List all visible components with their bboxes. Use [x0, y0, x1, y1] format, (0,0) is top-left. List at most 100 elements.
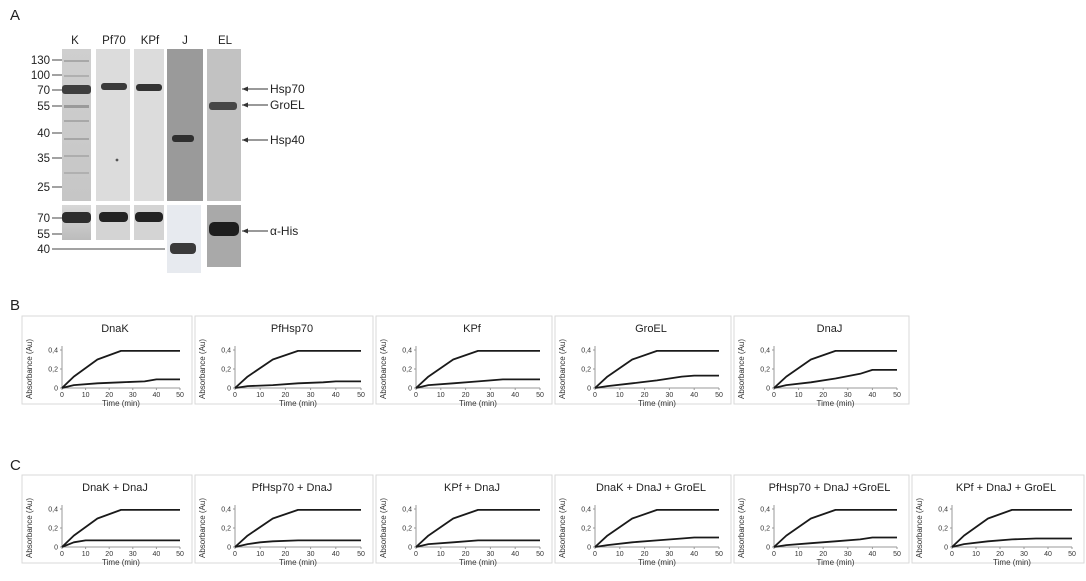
x-tick-label: 20	[641, 551, 649, 558]
x-axis-label: Time (min)	[817, 558, 855, 567]
chart-frame	[733, 315, 910, 405]
chart-2: PfHsp70 0 10 20 30 40 50 0 0,2 0,4 Time (min) Absor…	[194, 315, 374, 408]
blot-band	[135, 212, 163, 222]
x-tick-label: 30	[666, 551, 674, 558]
chart-frame	[194, 474, 374, 564]
y-tick-label: 0,2	[760, 526, 770, 533]
y-tick-label: 0	[944, 545, 948, 552]
series-line-1	[415, 508, 540, 548]
x-tick-label: 10	[616, 551, 624, 558]
mw-label-25: 25	[37, 182, 50, 194]
x-axis-label: Time (min)	[638, 558, 676, 567]
series-line-1	[61, 349, 180, 389]
y-tick-label: 0	[587, 386, 591, 393]
y-tick-label: 0,4	[221, 507, 231, 514]
series-line-2	[415, 378, 540, 389]
y-tick-label: 0	[54, 386, 58, 393]
mw-markers: 130 100 70 55 40 35 25	[31, 55, 62, 194]
series-line-1	[773, 508, 897, 548]
blot-marker-70: 70	[37, 213, 50, 225]
y-tick-label: 0	[587, 545, 591, 552]
x-tick-label: 0	[772, 392, 776, 399]
x-axis-label: Time (min)	[459, 558, 497, 567]
y-tick-label: 0,2	[221, 367, 231, 374]
x-tick-label: 20	[641, 392, 649, 399]
y-tick-label: 0,2	[581, 367, 591, 374]
y-tick-label: 0	[408, 545, 412, 552]
panel-letter-b: B	[10, 297, 20, 314]
gel-lane-pf70	[96, 49, 130, 201]
y-axis-label: Absorbance (Au)	[915, 498, 924, 558]
series-line-1	[773, 349, 897, 389]
x-tick-label: 10	[256, 551, 264, 558]
mw-label-70: 70	[37, 85, 50, 97]
x-tick-label: 0	[60, 392, 64, 399]
arrow-head	[242, 102, 248, 108]
series-line-2	[234, 539, 361, 548]
chart-title: DnaK	[101, 323, 129, 335]
x-tick-label: 50	[176, 392, 184, 399]
y-axis-label: Absorbance (Au)	[558, 498, 567, 558]
gel-lane-j	[167, 49, 203, 201]
x-tick-label: 30	[844, 392, 852, 399]
gel-annotations: Hsp70 GroEL Hsp40	[242, 82, 305, 147]
y-tick-label: 0,2	[760, 367, 770, 374]
x-tick-label: 30	[129, 392, 137, 399]
western-blot: 70 55 40 α-His	[37, 205, 298, 273]
chart-title: DnaK + DnaJ	[82, 482, 148, 494]
x-tick-label: 40	[511, 551, 519, 558]
series-line-1	[234, 349, 361, 389]
y-tick-label: 0	[227, 545, 231, 552]
x-tick-label: 40	[332, 392, 340, 399]
arrow-head	[242, 86, 248, 92]
y-tick-label: 0,4	[760, 507, 770, 514]
x-tick-label: 50	[536, 392, 544, 399]
panel-a: A K Pf70 KPf J EL 130 100 70 55 40 35 25	[10, 7, 305, 273]
x-tick-label: 50	[357, 551, 365, 558]
x-tick-label: 0	[414, 392, 418, 399]
x-tick-label: 10	[437, 551, 445, 558]
x-tick-label: 30	[844, 551, 852, 558]
panel-letter-a: A	[10, 7, 20, 24]
y-tick-label: 0,2	[581, 526, 591, 533]
x-tick-label: 0	[233, 392, 237, 399]
chart-frame	[554, 474, 732, 564]
blot-band	[62, 212, 91, 223]
blot-band	[99, 212, 128, 222]
x-axis-label: Time (min)	[459, 399, 497, 408]
annotation-hsp40: Hsp40	[270, 133, 305, 147]
x-tick-label: 20	[462, 392, 470, 399]
blot-marker-40: 40	[37, 244, 50, 256]
x-axis-label: Time (min)	[638, 399, 676, 408]
y-tick-label: 0,4	[581, 507, 591, 514]
chart-title: DnaJ	[817, 323, 843, 335]
gel-band	[101, 83, 127, 90]
y-axis-label: Absorbance (Au)	[737, 498, 746, 558]
chart-3: KPf 0 10 20 30 40 50 0 0,2 0,4 Time (min) Absorbanc…	[375, 315, 553, 408]
y-tick-label: 0,4	[48, 348, 58, 355]
y-tick-label: 0,2	[221, 526, 231, 533]
x-axis-label: Time (min)	[279, 558, 317, 567]
x-tick-label: 50	[1068, 551, 1076, 558]
x-axis-label: Time (min)	[102, 399, 140, 408]
y-tick-label: 0,4	[221, 348, 231, 355]
x-tick-label: 20	[282, 392, 290, 399]
series-line-2	[594, 374, 719, 389]
x-tick-label: 0	[60, 551, 64, 558]
annotation-groel: GroEL	[270, 98, 305, 112]
y-tick-label: 0	[227, 386, 231, 393]
x-tick-label: 10	[795, 392, 803, 399]
y-tick-label: 0,4	[48, 507, 58, 514]
x-tick-label: 20	[819, 392, 827, 399]
charts: DnaK 0 10 20 30 40 50 0 0,2 0,4 Time (min) Absorban…	[21, 315, 1085, 567]
mw-label-55: 55	[37, 101, 50, 113]
x-tick-label: 30	[1020, 551, 1028, 558]
x-tick-label: 40	[690, 392, 698, 399]
annotation-anti-his: α-His	[270, 224, 298, 238]
lane-label-k: K	[71, 35, 79, 47]
x-axis-label: Time (min)	[817, 399, 855, 408]
series-line-2	[234, 380, 361, 389]
chart-1: DnaK 0 10 20 30 40 50 0 0,2 0,4 Time (min) Absorban…	[21, 315, 193, 408]
series-line-1	[594, 349, 719, 389]
x-tick-label: 50	[893, 392, 901, 399]
